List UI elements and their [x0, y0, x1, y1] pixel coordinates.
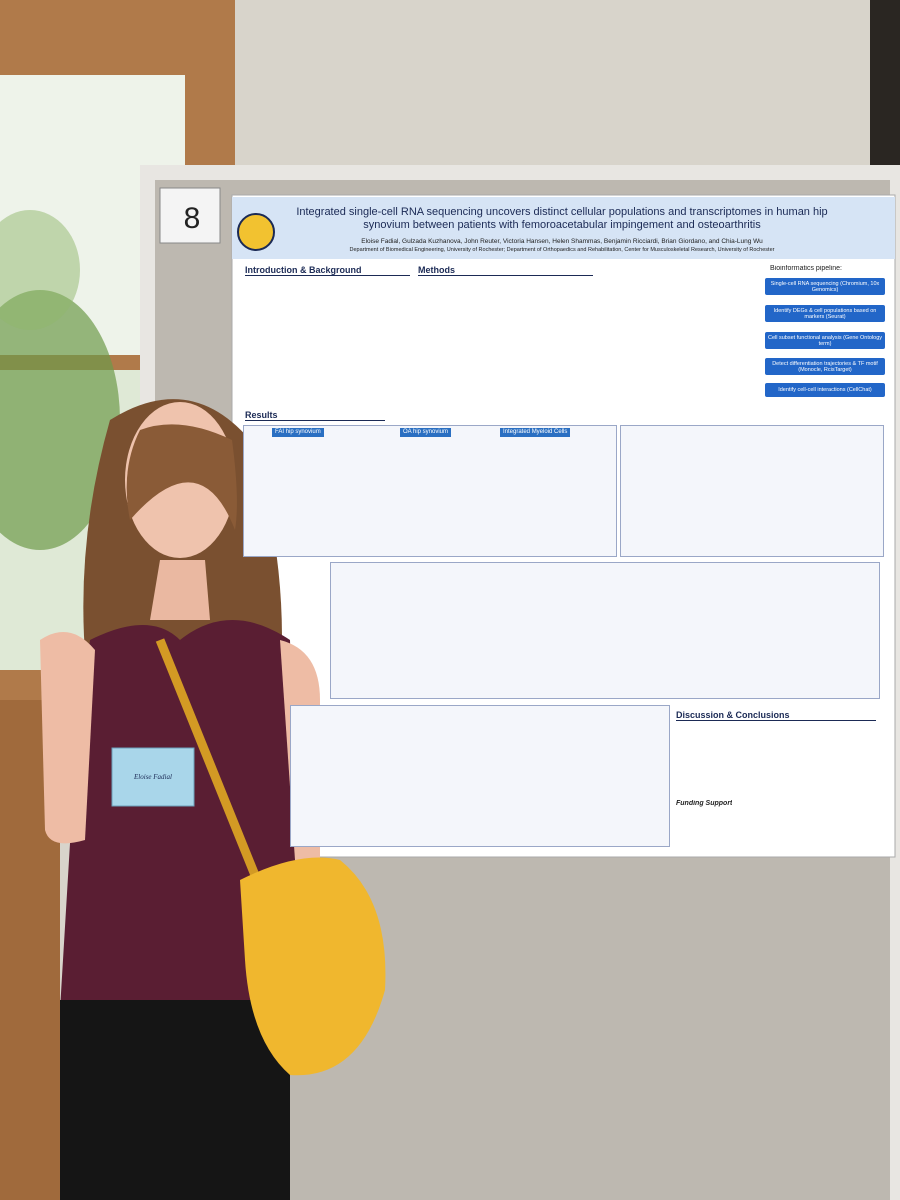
- poster-affiliations: Department of Biomedical Engineering, Un…: [349, 247, 775, 253]
- board-number-card: [159, 187, 221, 244]
- badge-name: Eloise Fadial: [133, 773, 172, 781]
- pipeline-title: Bioinformatics pipeline:: [770, 265, 842, 272]
- section-heading: Discussion & Conclusions: [676, 710, 876, 721]
- panel-label: OA hip synovium: [400, 428, 452, 437]
- pipeline-step: Identify cell-cell interactions (CellCha…: [765, 383, 885, 397]
- pipeline-step: Cell subset functional analysis (Gene On…: [765, 332, 885, 349]
- top: [60, 620, 300, 1010]
- results-panel: [243, 425, 617, 557]
- tree: [0, 210, 80, 330]
- results-panel: [330, 562, 880, 699]
- poster-header: [232, 197, 895, 259]
- heatmap-panel: [620, 425, 884, 557]
- poster-authors: Eloise Fadial, Gulzada Kuzhanova, John R…: [361, 238, 763, 245]
- pipeline-step: Single-cell RNA sequencing (Chromium, 10…: [765, 278, 885, 295]
- tree: [0, 290, 120, 550]
- panel-label: Integrated Myeloid Cells: [500, 428, 571, 437]
- pipeline-step: Detect differentiation trajectories & TF…: [765, 358, 885, 375]
- pants: [60, 1000, 290, 1200]
- badge: [111, 747, 195, 807]
- results-panel: [290, 705, 670, 847]
- section-heading: Introduction & Background: [245, 265, 410, 276]
- poster-title: Integrated single-cell RNA sequencing un…: [296, 206, 828, 231]
- pipeline-step: Identify DEGs & cell populations based o…: [765, 305, 885, 322]
- dark-corner: [870, 0, 900, 170]
- neck: [150, 560, 210, 620]
- panel-label: FAI hip synovium: [272, 428, 324, 437]
- bag-strap: [155, 638, 270, 902]
- section-heading: Results: [245, 410, 385, 421]
- board-number: 8: [184, 202, 201, 235]
- university-seal: [237, 213, 275, 251]
- arm: [40, 632, 95, 844]
- hair: [126, 424, 237, 530]
- section-heading: Methods: [418, 265, 593, 276]
- bag: [240, 857, 386, 1076]
- funding-title: Funding Support: [676, 800, 733, 807]
